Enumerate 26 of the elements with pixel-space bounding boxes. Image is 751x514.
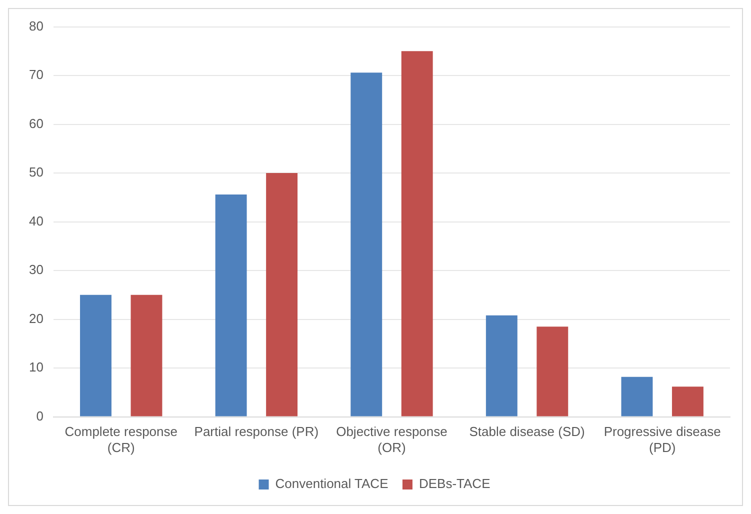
y-tick-label: 20 <box>28 310 44 326</box>
x-tick-label: Complete response (CR) <box>64 424 178 455</box>
bar <box>350 72 382 416</box>
y-tick-label: 10 <box>28 360 44 375</box>
y-tick-label: 50 <box>28 164 44 180</box>
y-tick-label: 70 <box>28 67 44 82</box>
bar <box>130 294 162 416</box>
legend-label: Conventional TACE <box>275 476 389 492</box>
y-tick-label: 40 <box>28 213 44 228</box>
bar <box>266 173 298 416</box>
x-tick-label: Progressive disease (PD) <box>604 424 721 455</box>
y-tick-label: 30 <box>28 262 44 278</box>
y-tick-label: 0 <box>36 408 44 424</box>
y-tick-label: 80 <box>28 18 44 34</box>
x-tick-label: Objective response (OR) <box>336 424 448 455</box>
x-tick-label: Partial response (PR) <box>194 424 319 440</box>
x-tick-label: Stable disease (SD) <box>469 424 585 440</box>
y-tick-label: 60 <box>28 116 44 131</box>
bar <box>621 376 653 416</box>
bar <box>536 326 568 416</box>
bar <box>401 51 433 416</box>
bar <box>80 294 112 416</box>
bar <box>672 386 704 416</box>
legend-label: DEBs-TACE <box>418 476 491 492</box>
bar <box>486 315 518 416</box>
bar <box>215 194 247 416</box>
